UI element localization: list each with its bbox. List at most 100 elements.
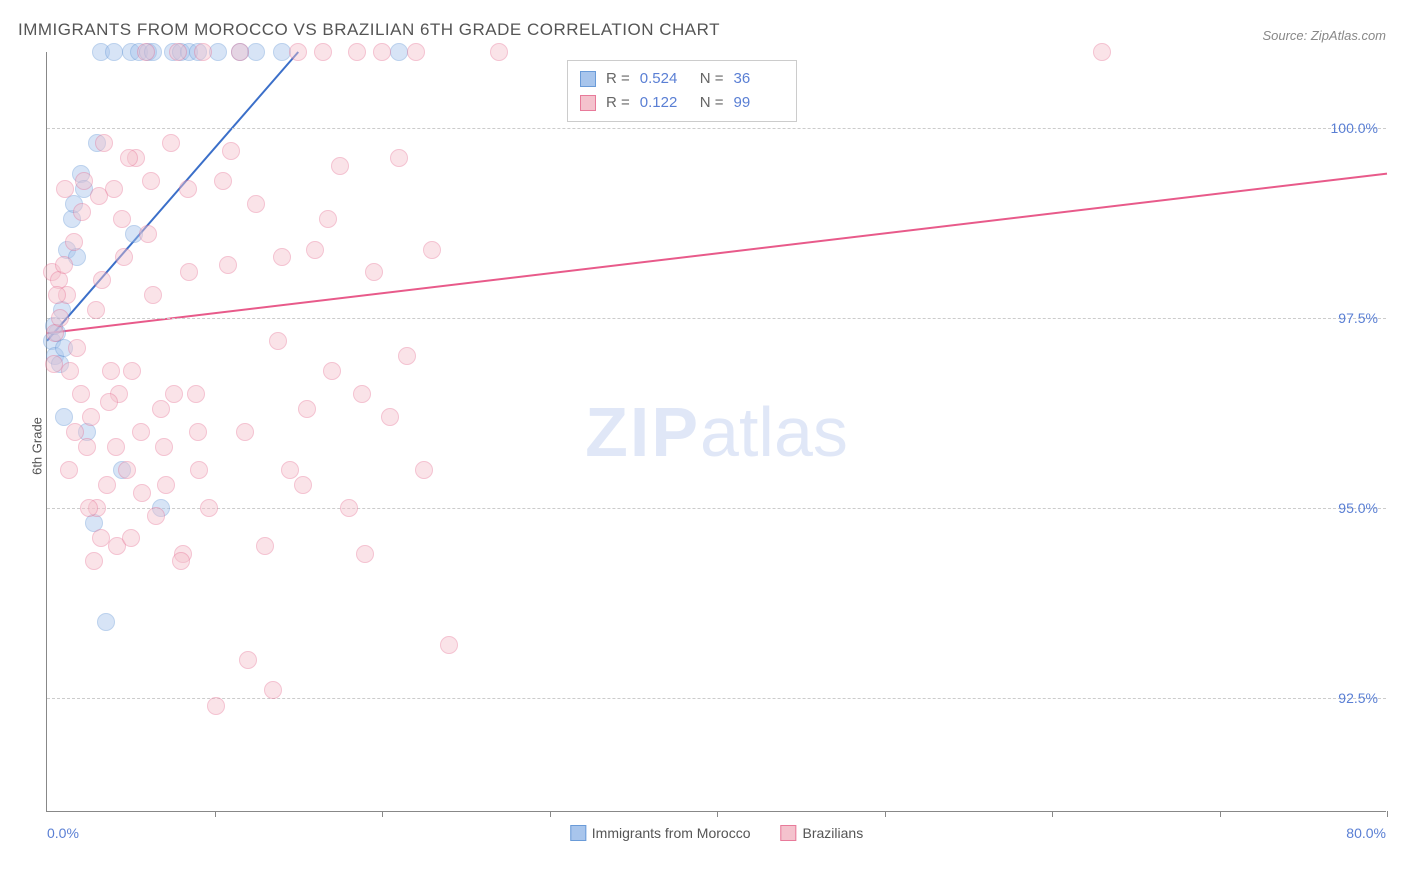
scatter-point bbox=[120, 149, 138, 167]
scatter-point bbox=[165, 385, 183, 403]
y-tick-label: 97.5% bbox=[1338, 310, 1378, 326]
scatter-point bbox=[289, 43, 307, 61]
scatter-point bbox=[60, 461, 78, 479]
scatter-point bbox=[66, 423, 84, 441]
scatter-point bbox=[273, 248, 291, 266]
scatter-point bbox=[440, 636, 458, 654]
r-value-brazilians: 0.122 bbox=[640, 91, 690, 115]
scatter-point bbox=[189, 423, 207, 441]
x-tick-mark bbox=[550, 811, 551, 817]
scatter-point bbox=[247, 43, 265, 61]
scatter-point bbox=[256, 537, 274, 555]
scatter-point bbox=[102, 362, 120, 380]
gridline bbox=[47, 318, 1386, 319]
scatter-point bbox=[1093, 43, 1111, 61]
scatter-point bbox=[65, 233, 83, 251]
scatter-point bbox=[331, 157, 349, 175]
scatter-point bbox=[80, 499, 98, 517]
stats-row-brazilians: R = 0.122 N = 99 bbox=[580, 91, 784, 115]
scatter-point bbox=[247, 195, 265, 213]
scatter-point bbox=[132, 423, 150, 441]
scatter-point bbox=[51, 309, 69, 327]
scatter-point bbox=[373, 43, 391, 61]
x-tick-mark bbox=[885, 811, 886, 817]
scatter-point bbox=[123, 362, 141, 380]
stats-row-morocco: R = 0.524 N = 36 bbox=[580, 67, 784, 91]
y-tick-label: 92.5% bbox=[1338, 690, 1378, 706]
x-tick-mark bbox=[382, 811, 383, 817]
r-value-morocco: 0.524 bbox=[640, 67, 690, 91]
y-tick-label: 100.0% bbox=[1331, 120, 1378, 136]
x-tick-mark bbox=[1387, 811, 1388, 817]
scatter-point bbox=[78, 438, 96, 456]
bottom-legend: Immigrants from Morocco Brazilians bbox=[570, 825, 863, 841]
scatter-point bbox=[152, 400, 170, 418]
legend-box-brazilians bbox=[781, 825, 797, 841]
scatter-point bbox=[157, 476, 175, 494]
n-value-morocco: 36 bbox=[734, 67, 784, 91]
scatter-point bbox=[194, 43, 212, 61]
gridline bbox=[47, 508, 1386, 509]
x-tick-mark bbox=[215, 811, 216, 817]
y-axis-label: 6th Grade bbox=[29, 417, 44, 475]
scatter-point bbox=[122, 529, 140, 547]
x-tick-mark bbox=[1220, 811, 1221, 817]
trend-line bbox=[47, 174, 1387, 334]
scatter-point bbox=[95, 134, 113, 152]
scatter-point bbox=[72, 385, 90, 403]
scatter-point bbox=[231, 43, 249, 61]
scatter-point bbox=[107, 438, 125, 456]
scatter-point bbox=[61, 362, 79, 380]
scatter-point bbox=[93, 271, 111, 289]
scatter-point bbox=[98, 476, 116, 494]
scatter-point bbox=[281, 461, 299, 479]
scatter-point bbox=[190, 461, 208, 479]
n-value-brazilians: 99 bbox=[734, 91, 784, 115]
source-label: Source: ZipAtlas.com bbox=[1262, 28, 1386, 43]
scatter-point bbox=[45, 355, 63, 373]
scatter-point bbox=[298, 400, 316, 418]
x-tick-mark bbox=[717, 811, 718, 817]
scatter-point bbox=[348, 43, 366, 61]
scatter-point bbox=[269, 332, 287, 350]
scatter-point bbox=[48, 286, 66, 304]
scatter-point bbox=[137, 43, 155, 61]
stats-legend-box: R = 0.524 N = 36 R = 0.122 N = 99 bbox=[567, 60, 797, 122]
scatter-point bbox=[390, 43, 408, 61]
scatter-point bbox=[294, 476, 312, 494]
scatter-point bbox=[365, 263, 383, 281]
legend-swatch-morocco bbox=[580, 71, 596, 87]
scatter-point bbox=[179, 180, 197, 198]
scatter-point bbox=[55, 256, 73, 274]
scatter-point bbox=[423, 241, 441, 259]
scatter-point bbox=[222, 142, 240, 160]
x-tick-mark bbox=[1052, 811, 1053, 817]
scatter-point bbox=[68, 339, 86, 357]
scatter-point bbox=[415, 461, 433, 479]
plot-area: ZIPatlas 92.5%95.0%97.5%100.0% R = 0.524… bbox=[46, 52, 1386, 812]
scatter-point bbox=[323, 362, 341, 380]
scatter-point bbox=[273, 43, 291, 61]
scatter-point bbox=[105, 43, 123, 61]
scatter-point bbox=[90, 187, 108, 205]
legend-box-morocco bbox=[570, 825, 586, 841]
scatter-point bbox=[207, 697, 225, 715]
scatter-point bbox=[180, 263, 198, 281]
scatter-point bbox=[200, 499, 218, 517]
scatter-point bbox=[92, 529, 110, 547]
scatter-point bbox=[390, 149, 408, 167]
scatter-point bbox=[75, 172, 93, 190]
scatter-point bbox=[236, 423, 254, 441]
scatter-point bbox=[115, 248, 133, 266]
gridline bbox=[47, 128, 1386, 129]
scatter-point bbox=[169, 43, 187, 61]
scatter-point bbox=[147, 507, 165, 525]
scatter-point bbox=[113, 210, 131, 228]
scatter-point bbox=[162, 134, 180, 152]
scatter-point bbox=[214, 172, 232, 190]
scatter-point bbox=[87, 301, 105, 319]
scatter-point bbox=[82, 408, 100, 426]
scatter-point bbox=[187, 385, 205, 403]
scatter-point bbox=[144, 286, 162, 304]
scatter-point bbox=[139, 225, 157, 243]
